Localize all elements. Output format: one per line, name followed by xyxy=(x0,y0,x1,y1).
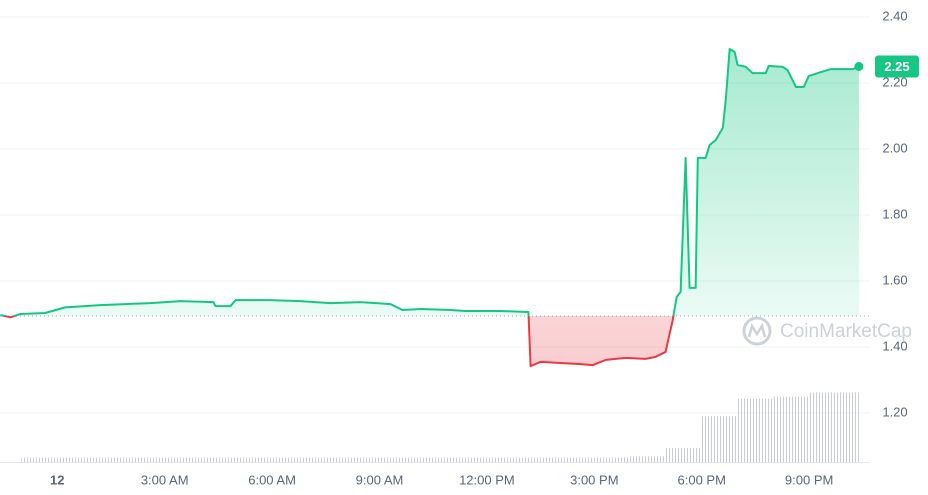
volume-bar xyxy=(451,457,487,463)
x-tick-label: 6:00 PM xyxy=(678,472,726,487)
price-line-up xyxy=(0,48,860,316)
y-tick-label: 1.60 xyxy=(882,272,907,287)
x-tick-label: 9:00 AM xyxy=(356,472,404,487)
current-price-label: 2.25 xyxy=(884,59,909,74)
volume-bar xyxy=(844,392,859,463)
volume-bar xyxy=(164,457,201,463)
area-up xyxy=(0,49,859,316)
x-tick-label: 12 xyxy=(50,472,64,487)
volume-bar xyxy=(93,457,129,463)
volume-bar xyxy=(128,457,165,463)
volume-bar xyxy=(415,457,452,463)
volume-bar xyxy=(594,457,631,463)
volume-bar xyxy=(701,416,738,463)
volume-bar xyxy=(773,396,810,463)
y-tick-label: 1.40 xyxy=(882,338,907,353)
price-line-down xyxy=(0,315,675,368)
current-price-badge xyxy=(875,55,919,78)
current-point xyxy=(854,62,864,71)
volume-bar xyxy=(522,457,559,463)
volume-bar xyxy=(665,448,702,463)
watermark-text: CoinMarketCap xyxy=(780,321,912,342)
x-tick-label: 3:00 AM xyxy=(141,472,189,487)
volume-bar xyxy=(307,457,344,463)
volume-bar xyxy=(57,457,94,463)
area-down xyxy=(4,315,674,367)
watermark-logo-mark xyxy=(747,322,767,338)
watermark: CoinMarketCap xyxy=(742,316,912,346)
volume-bar xyxy=(236,457,273,463)
y-tick-label: 1.20 xyxy=(882,404,907,419)
volume-bar xyxy=(630,456,666,463)
volume-bar xyxy=(737,398,774,463)
y-tick-label: 1.80 xyxy=(882,206,907,221)
volume-bar xyxy=(21,457,58,463)
x-tick-label: 3:00 PM xyxy=(570,472,618,487)
volume-bar xyxy=(486,457,523,463)
y-tick-label: 2.40 xyxy=(882,8,907,23)
x-tick-label: 9:00 PM xyxy=(785,472,833,487)
volume-bar xyxy=(272,457,308,463)
volume-bar xyxy=(379,457,416,463)
y-tick-label: 2.00 xyxy=(882,140,907,155)
volume-bar xyxy=(558,457,595,463)
volume-bar xyxy=(200,457,237,463)
watermark-logo xyxy=(742,316,772,346)
y-tick-label: 2.20 xyxy=(882,74,907,89)
x-tick-label: 12:00 PM xyxy=(459,472,515,487)
volume-bar xyxy=(343,457,380,463)
x-tick-label: 6:00 AM xyxy=(248,472,296,487)
volume-bar xyxy=(809,392,845,463)
